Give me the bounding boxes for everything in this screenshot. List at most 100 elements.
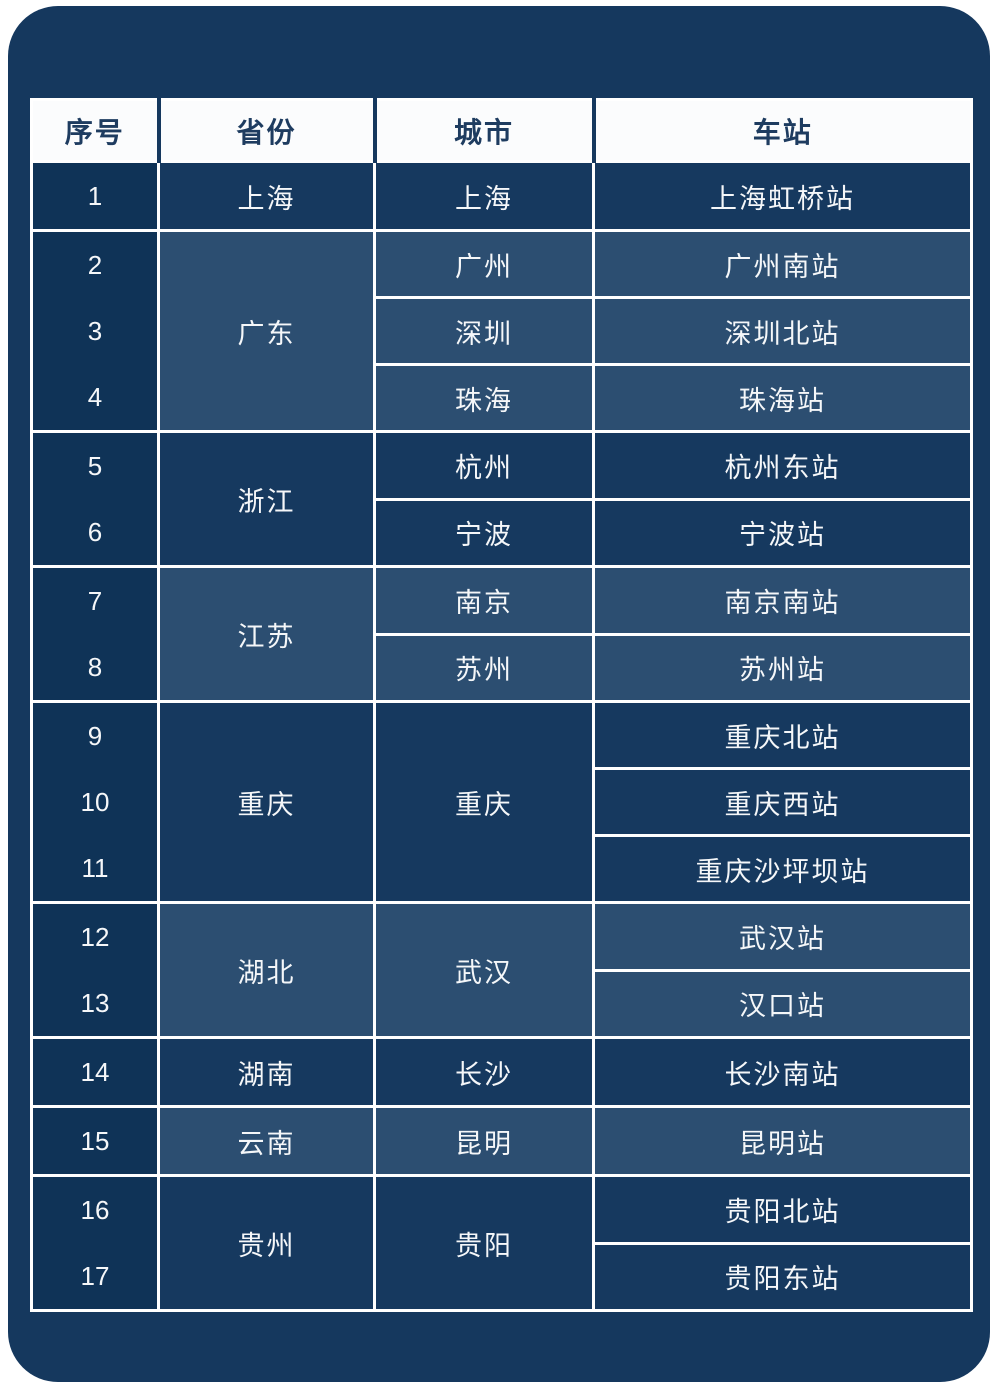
serial-number: 17 [80, 1260, 110, 1291]
station-cell: 广州南站 [592, 229, 973, 299]
table-body: 1 上海 上海 上海虹桥站 2 3 4 广东 广州 广州南站 深圳 深圳北站 珠海 珠海站 5 6 浙江 杭州 杭州… [30, 160, 973, 1312]
serial-number: 15 [80, 1125, 110, 1156]
serial-cell: 12 13 [30, 901, 160, 1039]
serial-stack: 12 13 [33, 904, 157, 1036]
table-header: 序号 省份 城市 车站 [30, 99, 972, 163]
header-province: 省份 [156, 99, 375, 163]
serial-number: 10 [80, 786, 110, 817]
serial-stack: 1 [33, 163, 157, 229]
serial-number: 11 [81, 852, 109, 883]
header-station: 车站 [591, 99, 972, 163]
table-row: 珠海 珠海站 [32, 363, 973, 433]
serial-stack: 2 3 4 [33, 232, 157, 430]
province-cell: 贵州 [157, 1174, 376, 1312]
station-cell: 珠海站 [592, 363, 973, 433]
province-cell: 云南 [157, 1105, 376, 1177]
station-cell: 宁波站 [592, 497, 973, 568]
serial-number: 6 [87, 516, 103, 547]
serial-cell: 1 [30, 160, 160, 232]
station-cell: 贵阳东站 [592, 1241, 973, 1312]
table-row: 7 8 江苏 南京 南京南站 [30, 565, 973, 703]
serial-number: 16 [80, 1194, 110, 1225]
serial-number: 13 [80, 987, 110, 1018]
table-row: 2 3 4 广东 广州 广州南站 [30, 229, 973, 433]
station-cell: 重庆西站 [592, 767, 973, 837]
header-serial: 序号 [30, 99, 159, 163]
station-cell: 长沙南站 [592, 1036, 973, 1108]
province-cell: 重庆 [157, 700, 376, 904]
city-cell: 贵阳 [373, 1174, 595, 1312]
city-cell: 长沙 [373, 1036, 595, 1108]
serial-stack: 9 10 11 [33, 703, 157, 901]
city-cell: 南京 [373, 565, 595, 636]
station-cell: 贵阳北站 [592, 1174, 973, 1245]
serial-cell: 15 [30, 1105, 160, 1177]
city-cell: 广州 [373, 229, 595, 299]
table-row: 15 云南 昆明 昆明站 [30, 1105, 973, 1177]
table-row: 宁波 宁波站 [32, 497, 973, 568]
table-row: 苏州 苏州站 [32, 632, 973, 703]
province-cell: 上海 [157, 160, 376, 232]
station-cell: 杭州东站 [592, 430, 973, 501]
province-cell: 江苏 [157, 565, 376, 703]
station-cell: 重庆沙坪坝站 [592, 834, 973, 904]
table-row: 14 湖南 长沙 长沙南站 [30, 1036, 973, 1108]
city-cell: 杭州 [373, 430, 595, 501]
serial-cell: 9 10 11 [30, 700, 160, 904]
header-row: 序号 省份 城市 车站 [30, 99, 972, 163]
station-cell: 苏州站 [592, 632, 973, 703]
province-cell: 湖北 [157, 901, 376, 1039]
serial-stack: 15 [33, 1108, 157, 1174]
serial-number: 2 [87, 249, 103, 280]
city-cell: 上海 [373, 160, 595, 232]
serial-number: 7 [87, 585, 103, 616]
province-cell: 浙江 [157, 430, 376, 568]
table-row: 5 6 浙江 杭州 杭州东站 [30, 430, 973, 568]
stations-table: 序号 省份 城市 车站 1 上海 上海 上海虹桥站 2 3 4 广东 广州 广州南站 深圳 深圳北站珠… [30, 98, 973, 1312]
serial-stack: 14 [33, 1039, 157, 1105]
province-cell: 广东 [157, 229, 376, 433]
table-row: 深圳 深圳北站 [32, 296, 973, 366]
table-row: 12 13 湖北 武汉 武汉站 [30, 901, 973, 1039]
serial-number: 14 [80, 1056, 110, 1087]
city-cell: 重庆 [373, 700, 595, 904]
station-cell: 武汉站 [592, 901, 973, 972]
table-row: 1 上海 上海 上海虹桥站 [30, 160, 973, 232]
table-row: 9 10 11 重庆 重庆 重庆北站 [30, 700, 973, 904]
station-cell: 昆明站 [592, 1105, 973, 1177]
table-row: 重庆沙坪坝站 [32, 834, 973, 904]
station-cell: 重庆北站 [592, 700, 973, 770]
table-row: 汉口站 [32, 968, 973, 1039]
serial-cell: 2 3 4 [30, 229, 160, 433]
table-row: 贵阳东站 [32, 1241, 973, 1312]
serial-number: 3 [87, 315, 103, 346]
serial-cell: 16 17 [30, 1174, 160, 1312]
serial-number: 1 [87, 180, 103, 211]
station-cell: 上海虹桥站 [592, 160, 973, 232]
city-cell: 宁波 [373, 497, 595, 568]
table-row: 16 17 贵州 贵阳 贵阳北站 [30, 1174, 973, 1312]
serial-number: 12 [80, 921, 110, 952]
station-cell: 深圳北站 [592, 296, 973, 366]
station-cell: 汉口站 [592, 968, 973, 1039]
province-cell: 湖南 [157, 1036, 376, 1108]
city-cell: 珠海 [373, 363, 595, 433]
station-cell: 南京南站 [592, 565, 973, 636]
table-card: 序号 省份 城市 车站 1 上海 上海 上海虹桥站 2 3 4 广东 广州 广州南站 深圳 深圳北站珠… [8, 6, 990, 1382]
serial-cell: 14 [30, 1036, 160, 1108]
city-cell: 深圳 [373, 296, 595, 366]
serial-stack: 16 17 [33, 1177, 157, 1309]
header-city: 城市 [372, 99, 594, 163]
table-row: 重庆西站 [32, 767, 973, 837]
serial-number: 8 [87, 651, 103, 682]
city-cell: 昆明 [373, 1105, 595, 1177]
serial-number: 9 [87, 720, 103, 751]
serial-number: 5 [87, 450, 103, 481]
city-cell: 苏州 [373, 632, 595, 703]
serial-number: 4 [87, 381, 103, 412]
